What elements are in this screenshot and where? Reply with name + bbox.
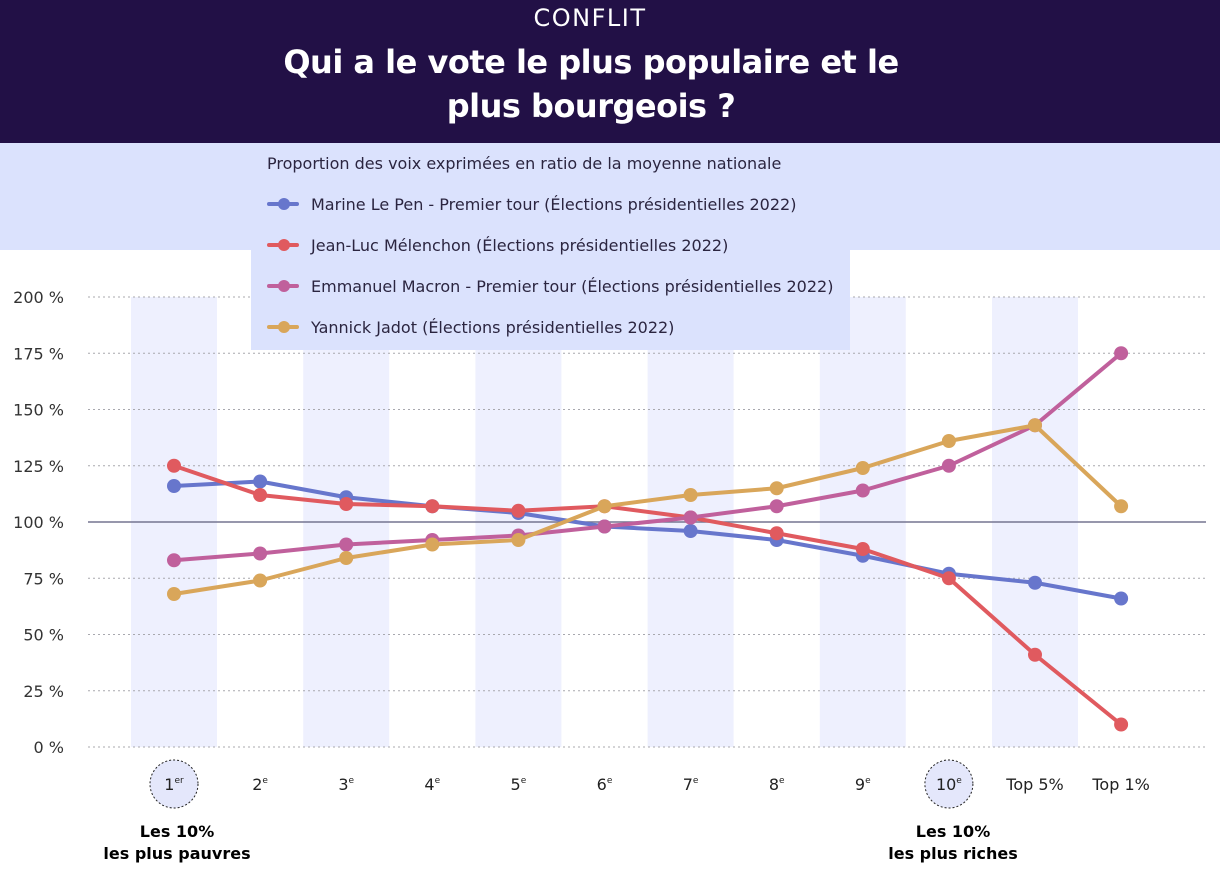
data-point xyxy=(253,474,268,489)
series-line-1 xyxy=(172,463,1124,727)
legend-item-le-pen[interactable]: Marine Le Pen - Premier tour (Élections … xyxy=(267,192,796,216)
data-point xyxy=(253,573,268,588)
data-point xyxy=(167,458,181,473)
y-tick-label: 175 % xyxy=(13,344,64,363)
y-tick-label: 25 % xyxy=(23,682,64,701)
legend-item-macron[interactable]: Emmanuel Macron - Premier tour (Élection… xyxy=(267,274,833,298)
legend-swatch-melenchon xyxy=(267,239,299,251)
data-point xyxy=(167,479,181,493)
y-tick-label: 100 % xyxy=(13,513,64,532)
data-point xyxy=(855,461,870,475)
data-point xyxy=(511,503,526,518)
legend-swatch-macron xyxy=(267,280,299,292)
group-label-poorest-line1: Les 10% xyxy=(139,822,215,841)
data-point xyxy=(683,524,698,538)
x-tick-label: Top 1% xyxy=(1091,775,1149,794)
legend-swatch-jadot xyxy=(267,321,299,333)
data-point xyxy=(1028,575,1042,590)
data-point xyxy=(339,537,354,552)
data-point xyxy=(1114,717,1129,732)
legend-label-macron: Emmanuel Macron - Premier tour (Élection… xyxy=(311,276,834,296)
data-point xyxy=(253,546,268,561)
x-tick-label: 6e xyxy=(597,775,613,794)
data-point xyxy=(1114,591,1129,606)
x-tick-label: 8e xyxy=(769,775,785,794)
data-point xyxy=(683,510,698,525)
data-point xyxy=(167,587,181,601)
data-point xyxy=(1114,346,1129,361)
y-tick-label: 75 % xyxy=(23,569,64,588)
data-point xyxy=(425,537,440,552)
data-point xyxy=(253,488,268,502)
data-point xyxy=(1028,647,1042,662)
series-line-2 xyxy=(172,351,1124,563)
x-tick-label: 9e xyxy=(855,775,871,794)
legend-label-melenchon: Jean-Luc Mélenchon (Élections présidenti… xyxy=(311,235,729,255)
legend-panel: Proportion des voix exprimées en ratio d… xyxy=(251,143,850,350)
series-line-0 xyxy=(172,479,1124,601)
data-point xyxy=(167,553,181,568)
x-tick-label: 10e xyxy=(936,775,962,794)
data-point xyxy=(769,481,784,496)
page-title: Qui a le vote le plus populaire et le pl… xyxy=(283,43,899,125)
x-tick-label: Top 5% xyxy=(1005,775,1063,794)
series-line-3 xyxy=(172,423,1124,596)
data-point xyxy=(1114,499,1129,514)
y-tick-label: 0 % xyxy=(34,738,64,757)
data-point xyxy=(769,499,784,514)
category-highlight-circle xyxy=(149,759,199,809)
data-point xyxy=(339,497,354,511)
x-tick-label: 7e xyxy=(683,775,699,794)
legend-swatch-le-pen xyxy=(267,198,299,210)
data-point xyxy=(1028,418,1042,433)
data-point xyxy=(941,571,956,586)
section-kicker: CONFLIT xyxy=(533,4,647,32)
data-point xyxy=(597,519,612,534)
group-label-poorest: Les 10% les plus pauvres xyxy=(77,821,277,865)
legend-label-le-pen: Marine Le Pen - Premier tour (Élections … xyxy=(311,194,797,214)
x-tick-label: 2e xyxy=(252,775,268,794)
legend-label-jadot: Yannick Jadot (Élections présidentielles… xyxy=(311,317,675,337)
data-point xyxy=(855,542,870,556)
x-tick-label: 5e xyxy=(511,775,527,794)
group-label-richest: Les 10% les plus riches xyxy=(853,821,1053,865)
y-tick-label: 150 % xyxy=(13,401,64,420)
category-highlight-circle xyxy=(924,759,974,809)
header-banner: CONFLIT Qui a le vote le plus populaire … xyxy=(0,0,1220,143)
y-tick-label: 200 % xyxy=(13,288,64,307)
group-label-poorest-line2: les plus pauvres xyxy=(103,844,251,863)
y-tick-label: 125 % xyxy=(13,457,64,476)
group-label-richest-line1: Les 10% xyxy=(915,822,991,841)
data-point xyxy=(597,499,612,514)
data-point xyxy=(855,483,870,498)
data-point xyxy=(769,526,784,541)
data-point xyxy=(941,458,956,473)
y-tick-label: 50 % xyxy=(23,626,64,645)
legend-item-melenchon[interactable]: Jean-Luc Mélenchon (Élections présidenti… xyxy=(267,233,728,257)
legend-item-jadot[interactable]: Yannick Jadot (Élections présidentielles… xyxy=(267,315,674,339)
group-label-richest-line2: les plus riches xyxy=(888,844,1018,863)
x-tick-label: 3e xyxy=(338,775,354,794)
data-point xyxy=(941,434,956,448)
chart-subtitle: Proportion des voix exprimées en ratio d… xyxy=(267,154,782,173)
data-point xyxy=(511,533,526,547)
data-point xyxy=(425,499,440,514)
data-point xyxy=(339,551,354,565)
data-point xyxy=(683,488,698,502)
x-tick-label: 4e xyxy=(424,775,440,794)
